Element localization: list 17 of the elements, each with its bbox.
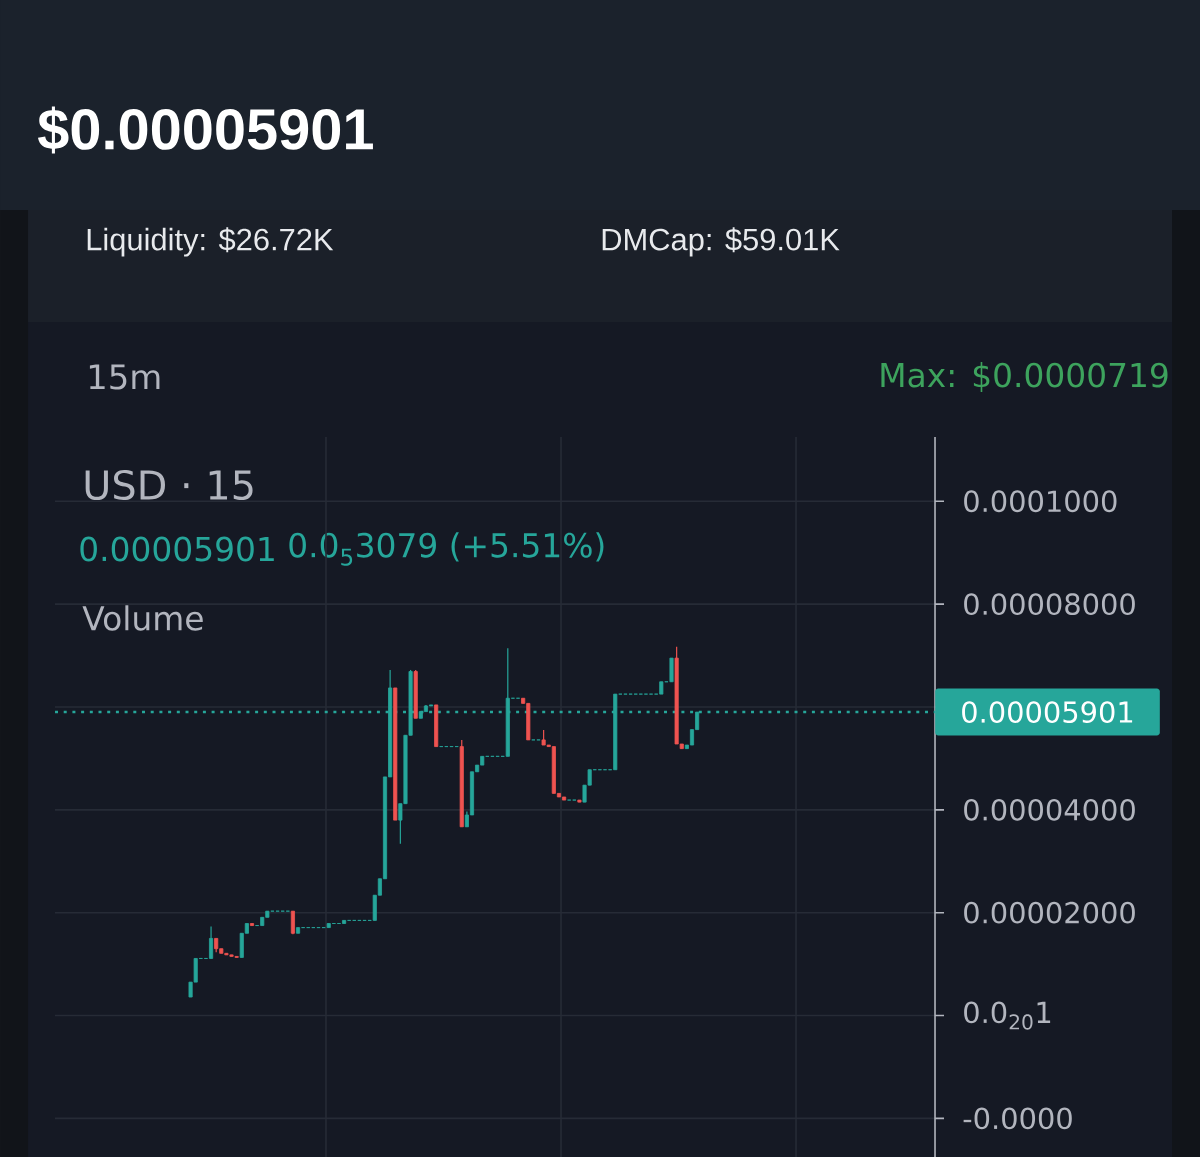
- y-tick-label: 0.00004000: [964, 798, 1135, 821]
- ref-line-label: 0.00005901: [962, 701, 1133, 723]
- y-tick-label: 0.0$_{20}$1: [964, 1001, 1051, 1030]
- text: DMCap: $59.01K: [602, 227, 840, 257]
- y-tick-label: 0.00008000: [964, 593, 1135, 616]
- y-tick-label: 0.00002000: [964, 901, 1135, 924]
- annotation: 0.00005901: [80, 536, 274, 562]
- text: Max: $0.0000719: [881, 362, 1168, 392]
- y-tick-label: 0.0001000: [964, 490, 1117, 513]
- chart-title: $0.00005901: [37, 106, 373, 154]
- annotation: USD · 15: [85, 469, 253, 501]
- annotation: Volume: [82, 605, 203, 631]
- text: 15m: [89, 364, 160, 390]
- candlestick: [669, 657, 674, 683]
- y-tick-label: -0.0000: [963, 1107, 1072, 1130]
- annotation: 0.0$_{5}$3079 (+5.51%): [289, 532, 604, 566]
- text: Liquidity: $26.72K: [87, 227, 334, 257]
